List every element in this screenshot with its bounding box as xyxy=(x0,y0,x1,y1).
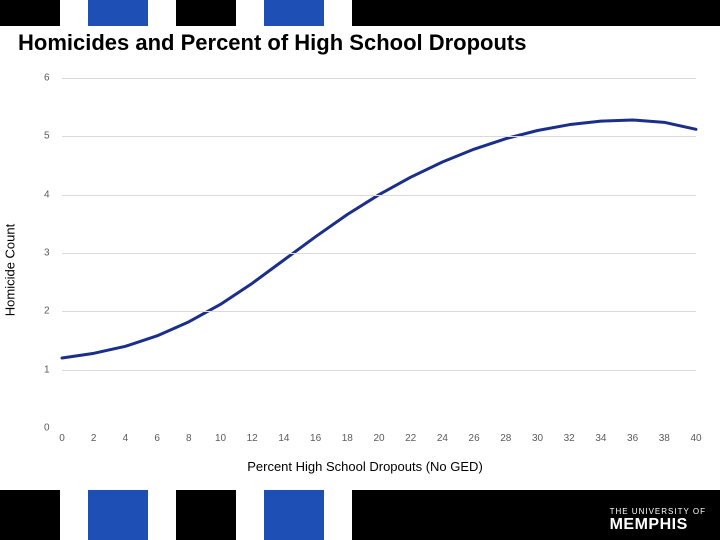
y-tick-label: 1 xyxy=(44,364,50,375)
x-tick-label: 2 xyxy=(91,433,97,444)
band-stripe xyxy=(148,490,176,540)
x-tick-label: 16 xyxy=(310,433,321,444)
x-tick-label: 22 xyxy=(405,433,416,444)
band-stripe xyxy=(176,490,236,540)
plot-area: 0123456024681012141618202224262830323436… xyxy=(62,78,696,428)
y-tick-label: 0 xyxy=(44,423,50,434)
x-tick-label: 10 xyxy=(215,433,226,444)
y-axis-label: Homicide Count xyxy=(3,224,18,317)
x-tick-label: 18 xyxy=(342,433,353,444)
x-tick-label: 24 xyxy=(437,433,448,444)
x-tick-label: 40 xyxy=(690,433,701,444)
x-tick-label: 20 xyxy=(373,433,384,444)
band-stripe xyxy=(60,0,88,26)
gridline xyxy=(62,253,696,254)
band-stripe xyxy=(236,490,264,540)
y-tick-label: 4 xyxy=(44,189,50,200)
x-tick-label: 28 xyxy=(500,433,511,444)
band-stripe xyxy=(88,0,148,26)
band-stripe xyxy=(236,0,264,26)
gridline xyxy=(62,370,696,371)
gridline xyxy=(62,78,696,79)
x-tick-label: 12 xyxy=(247,433,258,444)
x-tick-label: 6 xyxy=(154,433,160,444)
page-title: Homicides and Percent of High School Dro… xyxy=(18,30,527,56)
homicide-curve xyxy=(62,120,696,358)
logo-line2: MEMPHIS xyxy=(610,516,706,534)
band-stripe xyxy=(60,490,88,540)
gridline xyxy=(62,195,696,196)
x-axis-label: Percent High School Dropouts (No GED) xyxy=(247,459,483,474)
band-stripe xyxy=(88,490,148,540)
top-color-band xyxy=(0,0,720,26)
band-stripe xyxy=(148,0,176,26)
y-tick-label: 6 xyxy=(44,73,50,84)
x-tick-label: 34 xyxy=(595,433,606,444)
university-logo: THE UNIVERSITY OF MEMPHIS xyxy=(610,507,706,534)
y-tick-label: 5 xyxy=(44,131,50,142)
band-stripe xyxy=(264,0,324,26)
band-stripe xyxy=(176,0,236,26)
x-tick-label: 36 xyxy=(627,433,638,444)
x-tick-label: 30 xyxy=(532,433,543,444)
x-tick-label: 4 xyxy=(123,433,129,444)
band-stripe xyxy=(352,0,720,26)
chart-container: Homicide Count 0123456024681012141618202… xyxy=(30,70,700,470)
x-tick-label: 32 xyxy=(564,433,575,444)
gridline xyxy=(62,136,696,137)
y-tick-label: 2 xyxy=(44,306,50,317)
x-tick-label: 38 xyxy=(659,433,670,444)
x-tick-label: 26 xyxy=(469,433,480,444)
y-tick-label: 3 xyxy=(44,248,50,259)
band-stripe xyxy=(0,0,60,26)
x-tick-label: 0 xyxy=(59,433,65,444)
band-stripe xyxy=(324,0,352,26)
band-stripe xyxy=(0,490,60,540)
logo-line1: THE UNIVERSITY OF xyxy=(610,507,706,516)
band-stripe xyxy=(264,490,324,540)
band-stripe xyxy=(324,490,352,540)
x-tick-label: 14 xyxy=(278,433,289,444)
x-tick-label: 8 xyxy=(186,433,192,444)
gridline xyxy=(62,311,696,312)
